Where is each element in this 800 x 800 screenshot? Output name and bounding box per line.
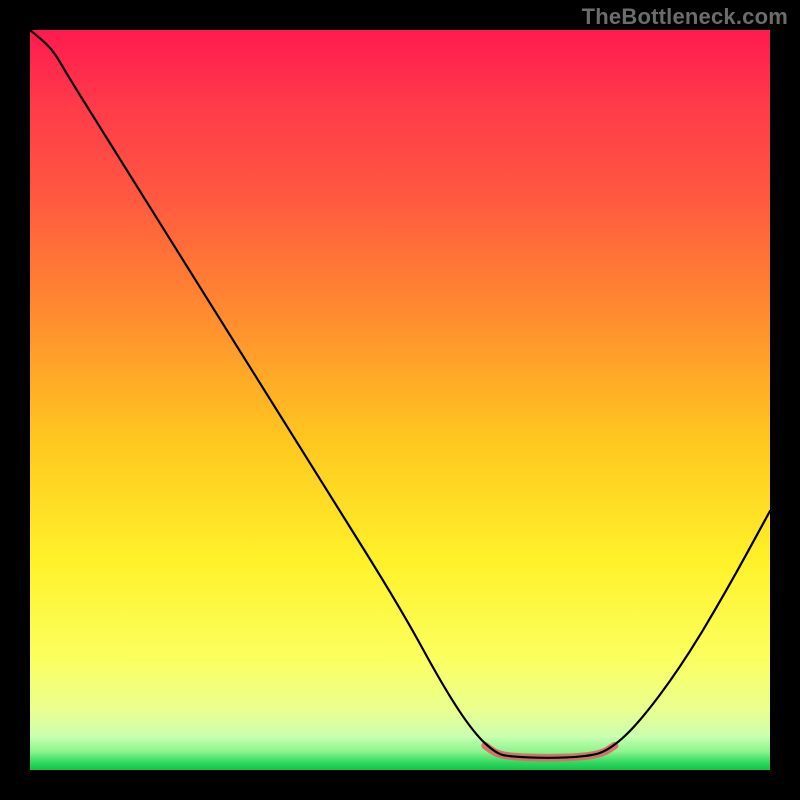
chart-frame: TheBottleneck.com xyxy=(0,0,800,800)
curve-layer xyxy=(30,30,770,770)
plot-area xyxy=(30,30,770,770)
bottleneck-curve xyxy=(30,30,770,758)
watermark-text: TheBottleneck.com xyxy=(582,4,788,30)
